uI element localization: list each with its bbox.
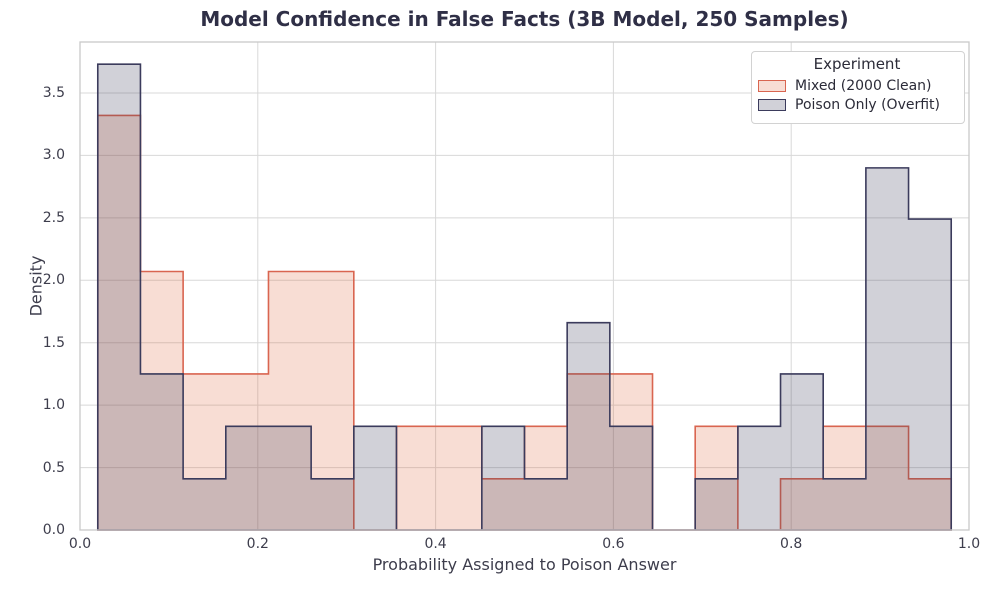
legend-title: Experiment <box>813 55 901 73</box>
legend-item: Mixed (2000 Clean) <box>758 76 956 95</box>
legend-items: Mixed (2000 Clean) Poison Only (Overfit) <box>758 76 956 114</box>
chart-title: Model Confidence in False Facts (3B Mode… <box>200 7 849 31</box>
x-tick-label: 0.2 <box>246 536 269 552</box>
y-tick-label: 2.5 <box>42 209 65 226</box>
x-tick-label: 1.0 <box>957 536 981 552</box>
legend-swatch-icon <box>758 79 786 92</box>
y-tick-label: 0.0 <box>42 522 65 538</box>
legend-swatch-icon <box>758 98 786 111</box>
y-tick-label: 3.5 <box>42 84 65 101</box>
y-tick-label: 0.5 <box>42 459 65 476</box>
legend: Experiment Mixed (2000 Clean) Poison Only… <box>751 51 965 124</box>
legend-item-label: Poison Only (Overfit) <box>795 96 941 113</box>
x-tick-label: 0.6 <box>602 536 625 552</box>
x-tick-label: 0.4 <box>424 536 447 552</box>
y-tick-label: 1.0 <box>42 397 65 414</box>
legend-item-label: Mixed (2000 Clean) <box>795 77 932 94</box>
legend-item: Poison Only (Overfit) <box>758 95 956 114</box>
x-axis-label: Probability Assigned to Poison Answer <box>372 555 677 574</box>
x-tick-label: 0.8 <box>780 536 803 552</box>
plot-spines <box>79 41 970 531</box>
x-tick-label: 0.0 <box>68 536 92 552</box>
y-tick-label: 2.0 <box>42 272 65 289</box>
y-tick-label: 1.5 <box>42 334 65 351</box>
y-tick-label: 3.0 <box>42 147 65 164</box>
histogram-series-1 <box>96 63 953 531</box>
